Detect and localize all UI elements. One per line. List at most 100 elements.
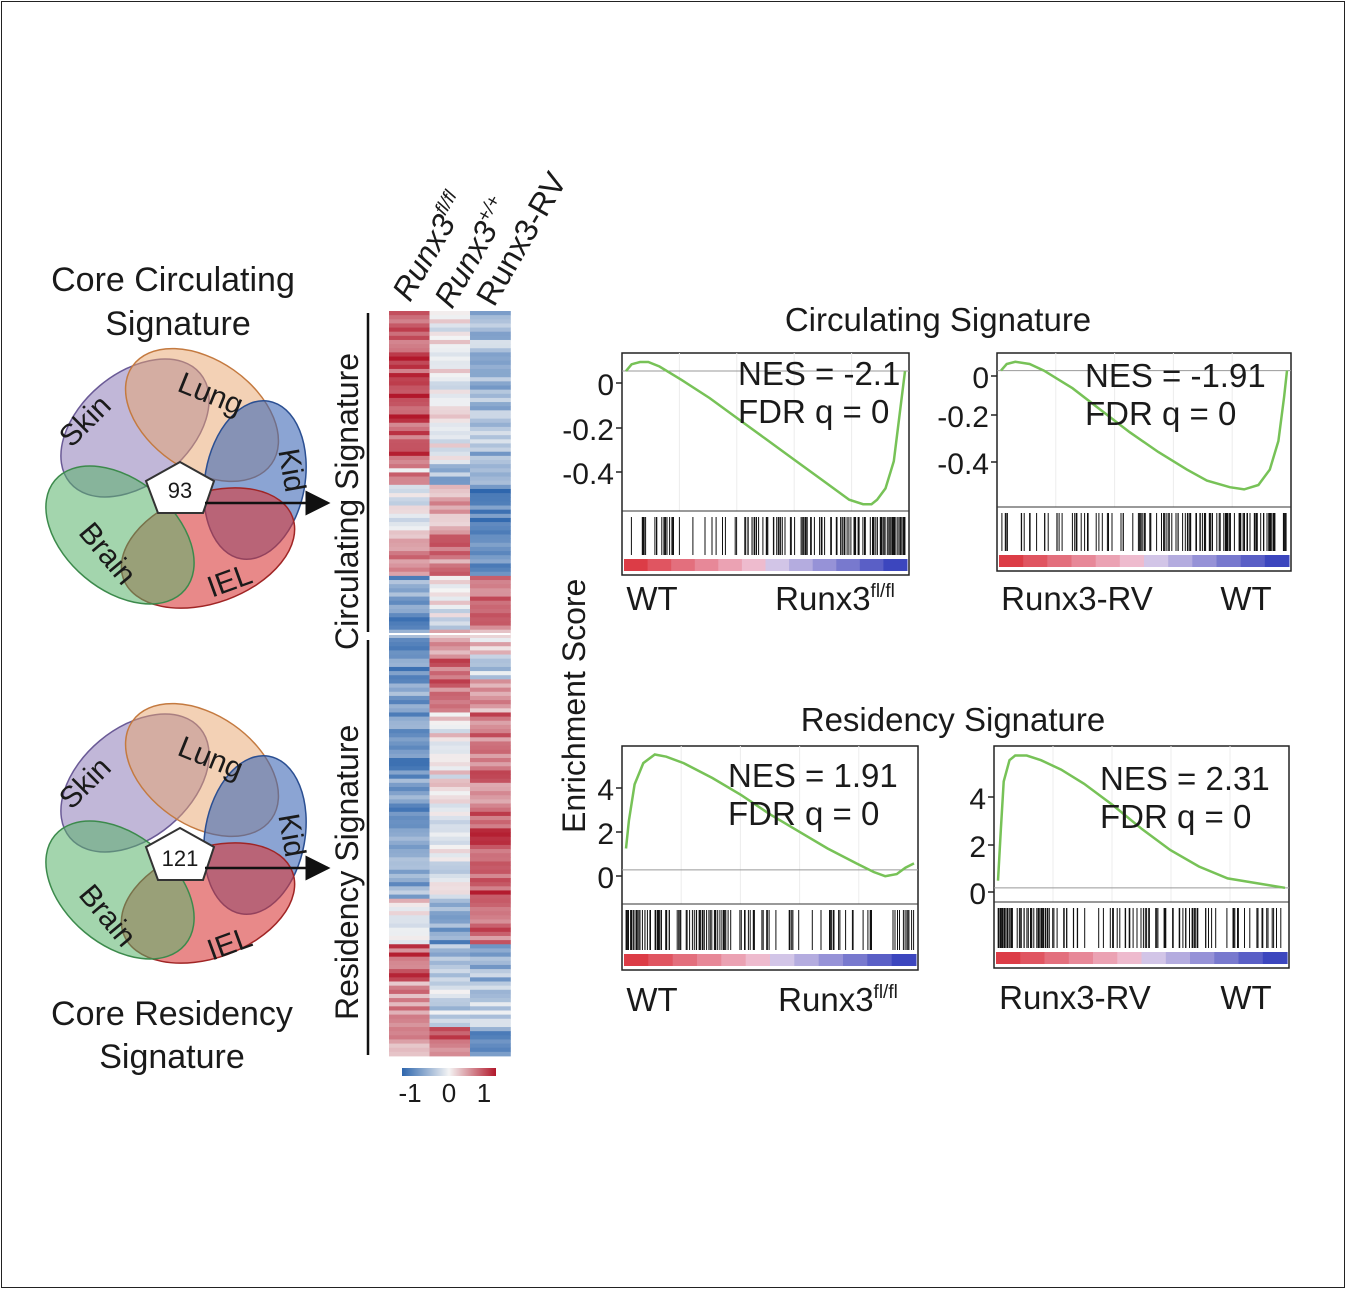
heatmap-cell	[470, 960, 511, 966]
heatmap-cell	[389, 422, 430, 428]
heatmap-cell	[470, 501, 511, 506]
heatmap-cell	[470, 339, 511, 345]
heatmap-cell	[389, 600, 430, 606]
heatmap-cell	[470, 724, 511, 730]
heatmap-cell	[429, 319, 471, 324]
heatmap-cell	[429, 919, 471, 924]
gsea-nes: NES = -1.91	[1085, 357, 1266, 394]
heatmap-cell	[389, 513, 430, 519]
heatmap-cell	[470, 621, 511, 626]
heatmap-cell	[389, 596, 430, 602]
heatmap-cell	[389, 803, 430, 809]
heatmap-cell	[470, 364, 511, 370]
heatmap-cell	[429, 637, 471, 643]
heatmap-cell	[389, 836, 430, 842]
heatmap-cell	[429, 720, 471, 726]
gsea-rank-segment	[1168, 555, 1193, 567]
heatmap-cell	[470, 741, 511, 746]
heatmap-cell	[470, 315, 511, 320]
heatmap-cell	[389, 758, 430, 763]
heatmap-cell	[429, 546, 471, 552]
heatmap-cell	[389, 853, 430, 858]
heatmap-cell	[389, 969, 430, 974]
heatmap-cell	[389, 567, 430, 573]
heatmap-cell	[389, 890, 430, 895]
heatmap-cell	[389, 526, 430, 531]
heatmap-cell	[389, 919, 430, 924]
heatmap-cell	[429, 977, 471, 982]
gsea-rank-segment	[1023, 555, 1048, 567]
gsea-ytick: 2	[969, 831, 986, 864]
heatmap-cell	[429, 418, 471, 424]
gsea-rank-segment	[718, 559, 743, 571]
heatmap-cell	[429, 907, 471, 912]
heatmap-cell	[470, 476, 511, 482]
heatmap-cell	[470, 1006, 511, 1011]
heatmap-cell	[429, 625, 471, 631]
heatmap-cell	[429, 513, 471, 519]
colorbar	[402, 1068, 496, 1076]
heatmap-cell	[470, 348, 511, 353]
gsea-rank-segment	[1262, 952, 1288, 964]
gsea-rank-segment	[999, 555, 1024, 567]
heatmap-cell	[470, 584, 511, 589]
heatmap-cell	[389, 671, 430, 676]
gsea-nes: NES = -2.1	[738, 355, 900, 392]
heatmap-cell	[429, 927, 471, 933]
heatmap-cell	[389, 811, 430, 817]
heatmap-cell	[429, 435, 471, 440]
heatmap-cell	[429, 580, 471, 585]
heatmap-cell	[429, 447, 471, 453]
heatmap-cell	[429, 956, 471, 962]
heatmap-cell	[429, 940, 471, 945]
heatmap-cell	[389, 865, 430, 871]
heatmap-cell	[470, 840, 511, 846]
heatmap-cell	[389, 323, 430, 328]
heatmap-cell	[470, 915, 511, 920]
heatmap-cell	[429, 998, 471, 1003]
heatmap-cell	[470, 497, 511, 502]
heatmap-cell	[470, 600, 511, 606]
heatmap-cell	[429, 530, 471, 535]
heatmap-cell	[389, 344, 430, 349]
gsea-rank-segment	[647, 559, 672, 571]
heatmap-cell	[470, 650, 511, 655]
heatmap-cell	[389, 431, 430, 436]
heatmap-cell	[389, 505, 430, 511]
heatmap-cell	[429, 323, 471, 328]
heatmap-cell	[429, 604, 471, 610]
gsea-rank-segment	[1240, 555, 1266, 567]
heatmap-cell	[429, 778, 471, 784]
heatmap-cell	[429, 460, 471, 465]
heatmap-cell	[389, 468, 430, 473]
heatmap-cell	[470, 824, 511, 829]
heatmap-cell	[429, 493, 471, 498]
heatmap-cell	[389, 898, 430, 904]
heatmap-cell	[429, 480, 471, 486]
heatmap-cell	[429, 335, 471, 341]
heatmap-cell	[470, 753, 511, 759]
heatmap-cell	[389, 393, 430, 399]
heatmap-cell	[470, 861, 511, 867]
heatmap-cell	[470, 919, 511, 924]
gsea-right-label: WT	[1220, 979, 1271, 1016]
heatmap-cell	[470, 534, 511, 540]
venn-bottom-count: 121	[162, 846, 199, 871]
heatmap-cell	[429, 985, 471, 991]
heatmap-cell	[389, 737, 430, 742]
gsea-rank-segment	[794, 954, 820, 966]
heatmap-cell	[470, 853, 511, 858]
heatmap-cell	[429, 745, 471, 751]
gsea-rank-segment	[1117, 952, 1143, 964]
heatmap-cell	[470, 704, 511, 709]
heatmap-cell	[429, 360, 471, 366]
gsea-fdr: FDR q = 0	[1100, 798, 1251, 835]
heatmap-cell	[389, 575, 430, 581]
heatmap-cell	[470, 580, 511, 585]
venn-bottom-shapes	[45, 702, 307, 964]
heatmap-cell	[470, 613, 511, 618]
heatmap-cell	[389, 480, 430, 486]
heatmap-cell	[470, 989, 511, 995]
heatmap-cell	[429, 1027, 471, 1032]
heatmap: Runx3fl/fl Runx3+/+ Runx3-RV Circulating…	[329, 166, 574, 1108]
